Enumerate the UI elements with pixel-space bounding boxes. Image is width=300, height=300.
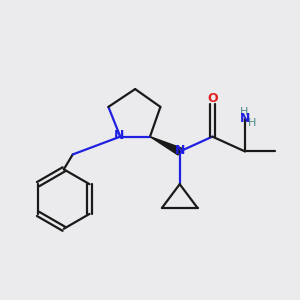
Text: H: H — [248, 118, 257, 128]
Text: N: N — [114, 129, 124, 142]
Text: N: N — [175, 143, 185, 157]
Text: O: O — [207, 92, 218, 105]
Text: N: N — [240, 112, 250, 125]
Polygon shape — [150, 136, 182, 155]
Text: H: H — [239, 107, 248, 117]
